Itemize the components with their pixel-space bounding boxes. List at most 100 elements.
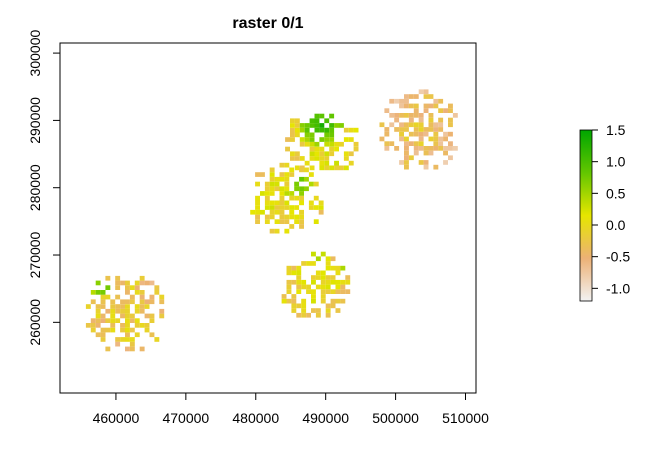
raster-cell	[301, 261, 307, 266]
raster-cell	[315, 312, 321, 318]
raster-cell	[120, 327, 125, 333]
raster-cell	[299, 200, 304, 206]
raster-cell	[418, 141, 424, 146]
raster-cell	[309, 165, 315, 171]
raster-cell	[329, 127, 335, 133]
raster-cell	[404, 103, 409, 109]
raster-cell	[423, 146, 429, 151]
raster-cell	[438, 141, 444, 146]
raster-cell	[314, 113, 320, 119]
raster-cell	[296, 289, 302, 294]
raster-cell	[324, 165, 330, 171]
raster-cell	[264, 219, 270, 224]
raster-cell	[255, 195, 260, 201]
raster-cell	[299, 186, 304, 192]
raster-cell	[115, 341, 121, 347]
raster-cell	[144, 304, 150, 309]
raster-cell	[285, 137, 290, 142]
raster-cell	[100, 327, 106, 333]
raster-cell	[129, 346, 135, 352]
raster-cell	[340, 289, 346, 294]
raster-cell	[289, 191, 295, 196]
raster-cell	[279, 176, 285, 182]
raster-cell	[90, 290, 96, 295]
raster-cell	[319, 165, 325, 171]
raster-cell	[408, 122, 414, 128]
raster-cell	[250, 209, 256, 215]
raster-cell	[279, 219, 285, 224]
raster-cell	[105, 318, 111, 323]
raster-cell	[339, 141, 344, 147]
raster-cell	[290, 118, 295, 124]
raster-cell	[284, 162, 290, 168]
raster-cell	[129, 337, 135, 342]
raster-cell	[418, 113, 424, 118]
raster-cell	[120, 323, 125, 328]
raster-cell	[301, 284, 307, 290]
raster-cell	[404, 136, 409, 142]
raster-cell	[318, 209, 324, 215]
raster-cell	[320, 289, 326, 294]
raster-cell	[399, 160, 404, 165]
raster-cell	[284, 191, 290, 196]
raster-cell	[428, 94, 434, 99]
raster-cell	[100, 332, 106, 338]
raster-cell	[399, 136, 404, 142]
raster-cell	[325, 256, 331, 262]
raster-cell	[129, 318, 135, 323]
raster-cell	[311, 308, 316, 313]
raster-cell	[291, 298, 297, 304]
raster-cell	[284, 219, 290, 224]
raster-cell	[95, 332, 101, 338]
raster-cell	[279, 214, 285, 220]
raster-cell	[319, 156, 325, 161]
raster-cell	[314, 127, 320, 133]
raster-cell	[154, 285, 160, 290]
raster-cell	[443, 146, 448, 151]
raster-cell	[284, 200, 290, 206]
raster-cell	[438, 146, 444, 151]
y-axis: 260000 270000 280000 290000 300000	[27, 30, 61, 346]
raster-cell	[299, 137, 305, 142]
raster-cell	[290, 137, 295, 142]
raster-cell	[125, 285, 130, 290]
raster-cell	[95, 318, 101, 323]
raster-cell	[418, 136, 424, 142]
raster-cell	[105, 308, 111, 314]
raster-cell	[413, 131, 419, 137]
raster-cell	[299, 191, 304, 196]
raster-cell	[120, 313, 125, 319]
legend-tick-label: 0.5	[606, 185, 626, 201]
raster-cell	[404, 146, 409, 151]
raster-cell	[423, 131, 429, 137]
raster-cell	[274, 186, 280, 192]
raster-cell	[264, 214, 270, 220]
raster-cell	[325, 312, 331, 318]
raster-cell	[314, 151, 320, 157]
raster-cell	[134, 285, 140, 290]
raster-cell	[274, 209, 280, 215]
raster-cell	[105, 294, 111, 300]
raster-cell	[105, 285, 111, 290]
raster-cell	[345, 275, 351, 280]
raster-cell	[294, 195, 300, 201]
color-legend: -1.0 -0.5 0.0 0.5 1.0 1.5	[579, 122, 630, 302]
raster-cell	[389, 141, 395, 146]
raster-cell	[384, 108, 390, 113]
raster-cell	[433, 136, 439, 142]
raster-cell	[448, 146, 453, 151]
raster-cell	[149, 294, 155, 300]
raster-cell	[308, 200, 314, 206]
raster-cell	[313, 195, 319, 201]
raster-cell	[299, 156, 305, 161]
raster-cell	[329, 141, 335, 147]
raster-cell	[413, 103, 419, 109]
raster-cell	[120, 299, 125, 305]
raster-cell	[309, 123, 315, 128]
raster-cell	[329, 165, 335, 171]
x-axis: 460000 470000 480000 490000 500000 510000	[93, 392, 489, 426]
raster-cell	[149, 332, 155, 338]
raster-cell	[279, 200, 285, 206]
raster-cell	[110, 323, 116, 328]
raster-cell	[304, 186, 309, 192]
